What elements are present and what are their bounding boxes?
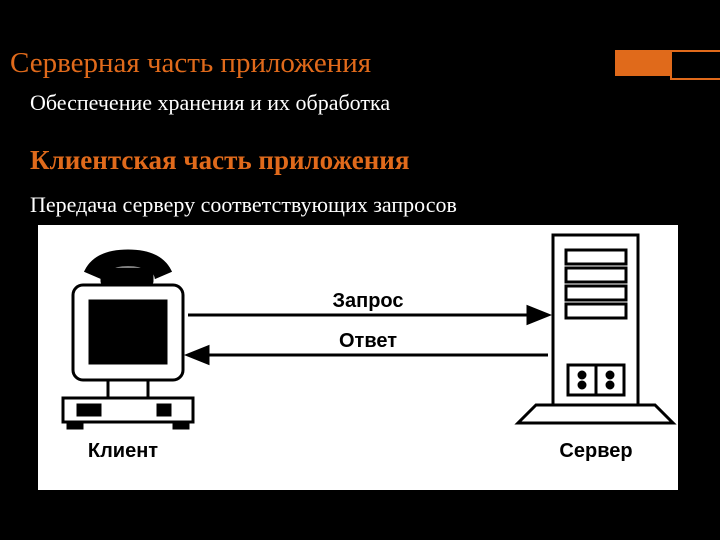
response-label: Ответ (339, 330, 397, 352)
text-client-desc: Передача серверу соответствующих запросо… (30, 192, 457, 218)
text-server-desc: Обеспечение хранения и их обработка (30, 90, 390, 116)
client-server-diagram: Запрос Ответ Клиент (38, 225, 678, 490)
slide-accent (615, 50, 720, 76)
heading-server-part: Серверная часть приложения (10, 47, 371, 80)
heading-client-part: Клиентская часть приложения (30, 145, 409, 176)
client-node (63, 251, 193, 428)
server-caption: Сервер (559, 440, 632, 462)
client-caption: Клиент (88, 440, 158, 462)
phone-icon (86, 251, 170, 285)
request-label: Запрос (332, 290, 403, 312)
server-node (518, 235, 673, 423)
